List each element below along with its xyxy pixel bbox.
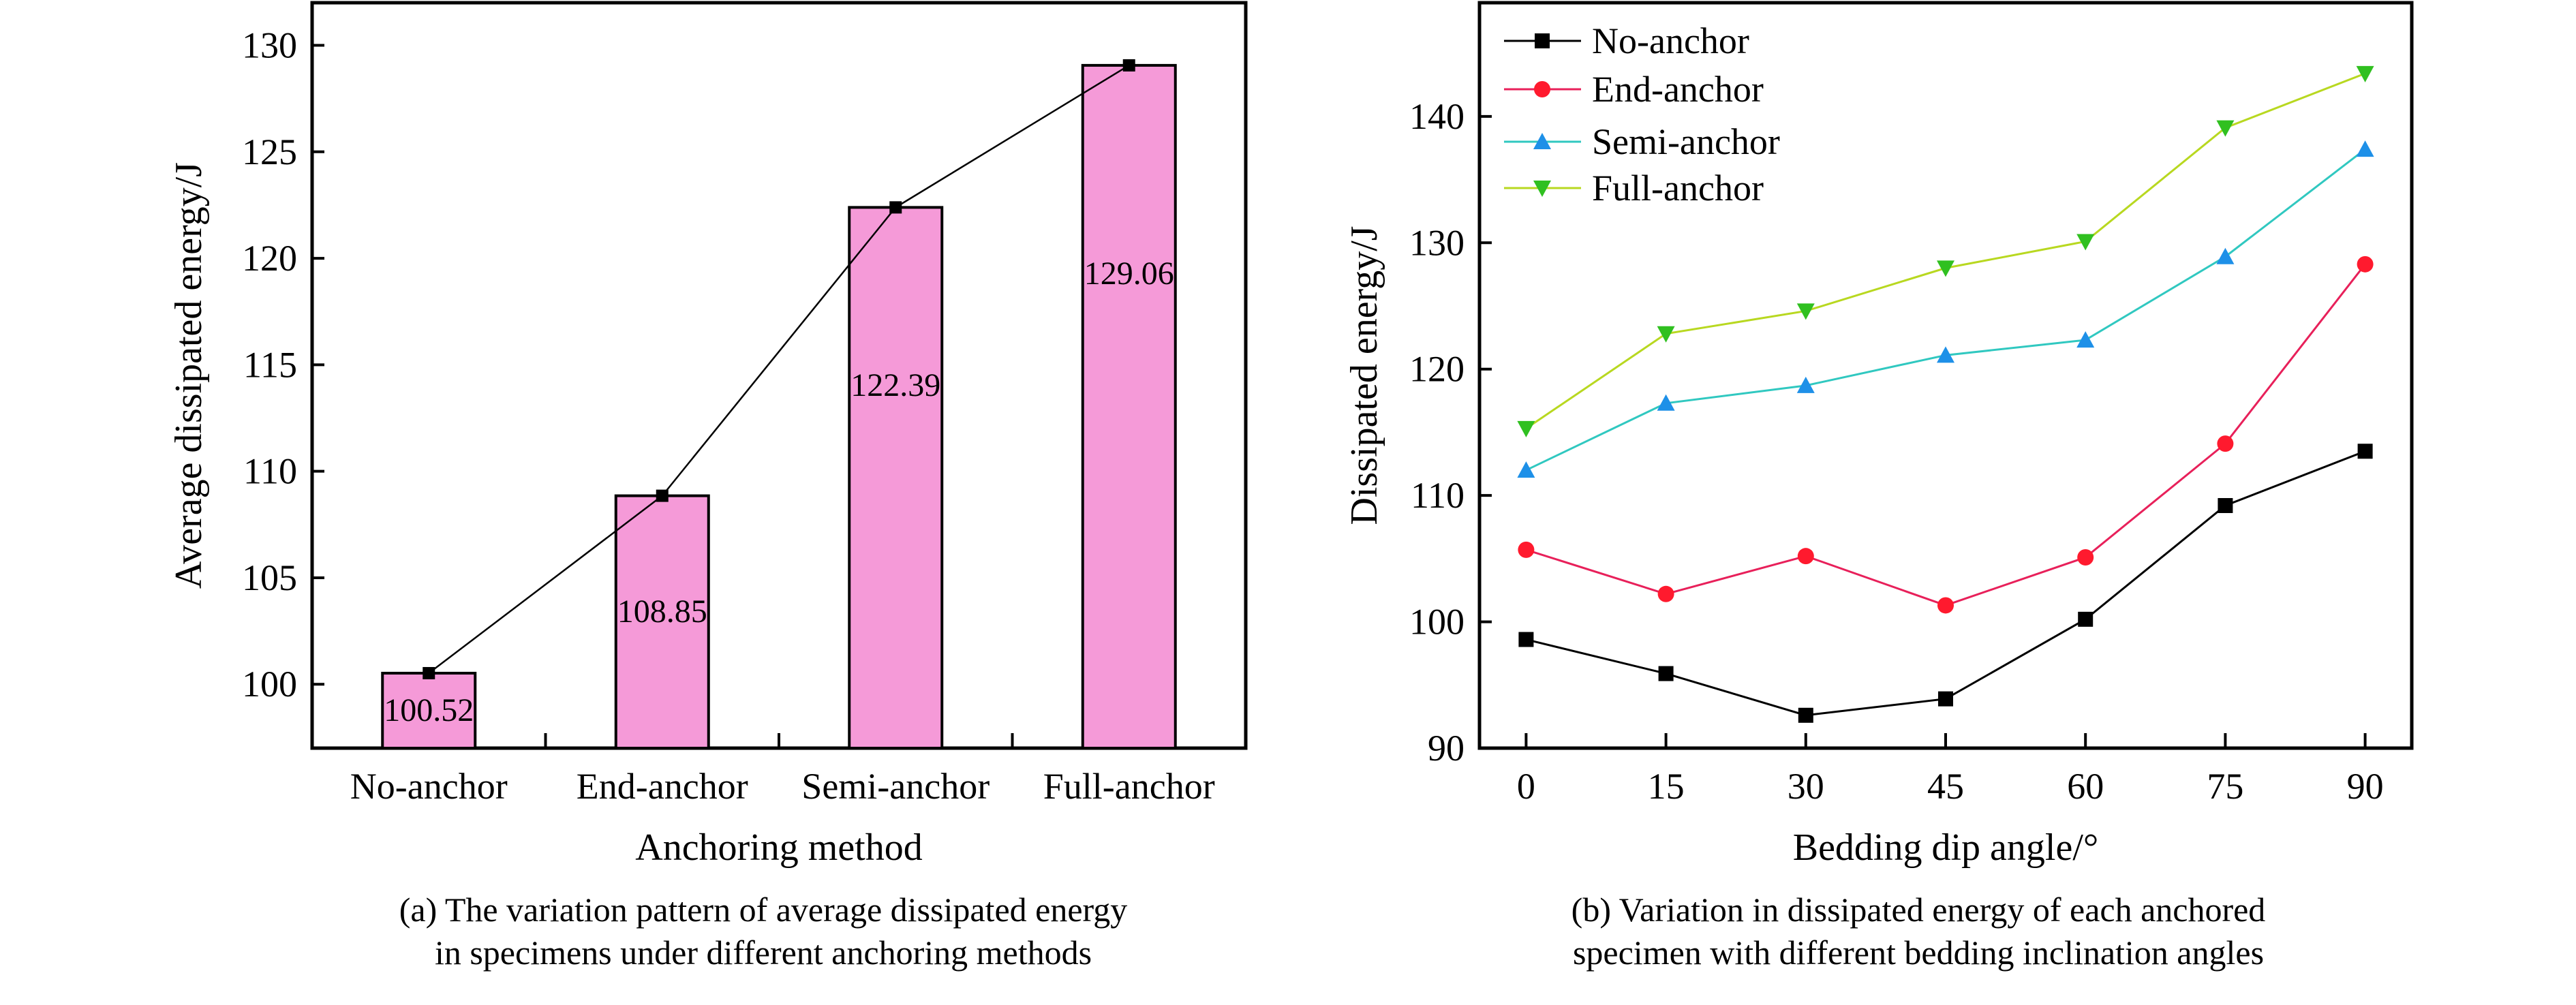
x-tick-label-b: 90: [2347, 766, 2384, 807]
data-point-end-anchor: [1518, 541, 1535, 558]
series-end-anchor: [1518, 256, 2374, 614]
legend-item-full-anchor: Full-anchor: [1504, 168, 1764, 208]
x-axis-title-b: Bedding dip angle/°: [1793, 826, 2099, 869]
caption-a-line-1: (a) The variation pattern of average dis…: [399, 891, 1128, 929]
bar-full-anchor: [1081, 63, 1177, 749]
series-line-no-anchor: [1526, 450, 2366, 717]
data-point-semi-anchor: [2356, 140, 2374, 157]
data-point-full-anchor: [1796, 303, 1815, 320]
x-tick-label-a: End-anchor: [577, 766, 748, 807]
series-semi-anchor: [1517, 140, 2374, 478]
trend-marker: [423, 666, 435, 679]
legend-marker-triangle-down-icon: [1533, 181, 1551, 197]
x-tick-label-a: No-anchor: [350, 766, 508, 807]
caption-b-line-1: (b) Variation in dissipated energy of ea…: [1571, 891, 2266, 929]
x-tick-label-b: 0: [1517, 766, 1535, 807]
data-point-end-anchor: [1937, 597, 1954, 614]
data-point-semi-anchor: [1517, 461, 1535, 478]
legend: No-anchor End-anchor Semi-anchor Full-ancho…: [1504, 20, 1780, 208]
data-point-full-anchor: [1937, 260, 1954, 277]
y-tick-label-a: 105: [242, 557, 297, 598]
data-point-no-anchor: [1518, 632, 1534, 647]
legend-item-semi-anchor: Semi-anchor: [1504, 121, 1780, 162]
legend-marker-circle-icon: [1534, 81, 1550, 97]
data-label: 122.39: [850, 367, 940, 403]
legend-item-end-anchor: End-anchor: [1504, 69, 1764, 110]
data-point-end-anchor: [1797, 548, 1814, 565]
data-point-end-anchor: [2357, 256, 2374, 273]
trend-marker: [656, 489, 669, 502]
y-tick-label-b: 120: [1409, 349, 1465, 390]
x-tick-label-b: 75: [2207, 766, 2243, 807]
y-tick-label-a: 100: [242, 664, 297, 705]
y-tick-label-a: 125: [242, 132, 297, 172]
x-tick-label-b: 15: [1648, 766, 1685, 807]
y-tick-label-a: 110: [243, 451, 297, 492]
y-tick-label-a: 115: [243, 344, 297, 385]
data-point-semi-anchor: [1657, 394, 1675, 411]
data-label: 129.06: [1084, 256, 1174, 292]
data-point-no-anchor: [1798, 707, 1813, 723]
caption-a-line-2: in specimens under different anchoring m…: [435, 933, 1092, 972]
data-point-semi-anchor: [1937, 346, 1954, 363]
legend-marker-square-icon: [1535, 33, 1550, 48]
legend-marker-triangle-up-icon: [1533, 133, 1551, 149]
y-tick-label-b: 100: [1409, 602, 1465, 643]
series-full-anchor: [1517, 65, 2374, 437]
data-point-full-anchor: [1517, 420, 1535, 437]
y-axis-title-a: Average dissipated energy/J: [168, 162, 210, 589]
trend-marker: [889, 201, 902, 214]
caption-b-line-2: specimen with different bedding inclinat…: [1573, 933, 2264, 972]
plot-frame-b: [1477, 1, 2414, 750]
data-point-semi-anchor: [2076, 331, 2095, 348]
chart-a-average-dissipated-energy: 100.52 108.85 122.39 129.06 100 105 110 115 120…: [168, 1, 1248, 972]
chart-b-dissipated-energy-vs-dip-angle: 90 100 110 120 130 140 0 15 30 45 60 75 90 No-anchor…: [1343, 1, 2414, 972]
legend-label: Full-anchor: [1592, 168, 1764, 208]
data-point-full-anchor: [2076, 234, 2095, 251]
x-tick-label-a: Full-anchor: [1043, 766, 1215, 807]
y-tick-label-b: 110: [1411, 475, 1465, 516]
y-tick-label-a: 130: [242, 25, 297, 66]
data-point-no-anchor: [1658, 666, 1674, 681]
data-point-end-anchor: [2217, 435, 2234, 452]
y-tick-label-b: 130: [1409, 222, 1465, 263]
x-tick-label-b: 30: [1788, 766, 1824, 807]
data-point-full-anchor: [2216, 120, 2235, 137]
legend-label: End-anchor: [1592, 69, 1764, 110]
trend-line: [428, 64, 1130, 674]
x-tick-label-a: Semi-anchor: [801, 766, 990, 807]
data-point-no-anchor: [2078, 611, 2094, 627]
data-point-semi-anchor: [2216, 247, 2235, 264]
y-axis-title-b: Dissipated energy/J: [1343, 226, 1385, 525]
data-point-no-anchor: [2357, 444, 2373, 459]
data-label: 108.85: [617, 593, 707, 630]
data-point-no-anchor: [2218, 497, 2233, 513]
x-tick-label-b: 60: [2067, 766, 2104, 807]
y-tick-label-b: 90: [1428, 728, 1465, 769]
data-point-full-anchor: [1657, 326, 1675, 343]
legend-label: Semi-anchor: [1592, 121, 1780, 162]
legend-item-no-anchor: No-anchor: [1504, 20, 1749, 61]
y-tick-label-b: 140: [1409, 96, 1465, 137]
data-point-semi-anchor: [1796, 376, 1815, 393]
bar-semi-anchor: [848, 206, 944, 749]
data-label: 100.52: [384, 692, 474, 728]
data-point-full-anchor: [2356, 65, 2374, 82]
bar-end-anchor: [614, 494, 710, 749]
series-no-anchor: [1518, 444, 2373, 723]
x-axis-title-a: Anchoring method: [635, 826, 922, 869]
trend-marker: [1122, 59, 1135, 72]
data-point-end-anchor: [2077, 549, 2094, 566]
series-line-end-anchor: [1525, 263, 2366, 607]
data-point-no-anchor: [1938, 691, 1953, 707]
y-tick-label-a: 120: [242, 238, 297, 279]
data-point-end-anchor: [1657, 585, 1674, 602]
x-tick-label-b: 45: [1927, 766, 1964, 807]
legend-label: No-anchor: [1592, 20, 1749, 61]
